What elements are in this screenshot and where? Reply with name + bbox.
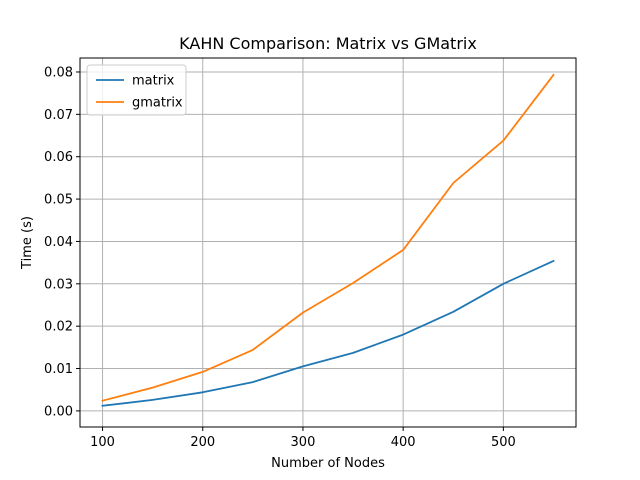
series-lines — [101, 73, 555, 407]
y-tick-label: 0.03 — [44, 277, 73, 292]
plot-area-frame — [79, 57, 577, 428]
y-tick-label: 0.08 — [44, 65, 73, 80]
y-tick-label: 0.02 — [44, 320, 73, 335]
legend-label: gmatrix — [132, 96, 183, 111]
x-axis-label: Number of Nodes — [271, 456, 385, 471]
x-tick-label: 100 — [90, 435, 115, 450]
axis-ticks: 100 200 300 400 500 0.00 0.01 0.02 0.03 0.04 0.05 0… — [44, 65, 516, 450]
y-tick-label: 0.07 — [44, 108, 73, 123]
y-tick-label: 0.01 — [44, 362, 73, 377]
y-tick-label: 0.04 — [44, 235, 73, 250]
y-tick-label: 0.06 — [44, 150, 73, 165]
series-line-matrix — [101, 259, 555, 407]
series-line-gmatrix — [101, 73, 555, 402]
chart-title: KAHN Comparison: Matrix vs GMatrix — [179, 34, 477, 53]
x-tick-label: 300 — [291, 435, 316, 450]
x-tick-label: 400 — [391, 435, 416, 450]
y-tick-label: 0.05 — [44, 193, 73, 208]
legend-label: matrix — [132, 74, 175, 89]
y-axis-label: Time (s) — [20, 216, 35, 270]
y-tick-label: 0.00 — [44, 404, 73, 419]
x-tick-label: 200 — [190, 435, 215, 450]
x-tick-label: 500 — [491, 435, 516, 450]
grid — [80, 58, 576, 427]
legend: matrix gmatrix — [86, 64, 187, 116]
